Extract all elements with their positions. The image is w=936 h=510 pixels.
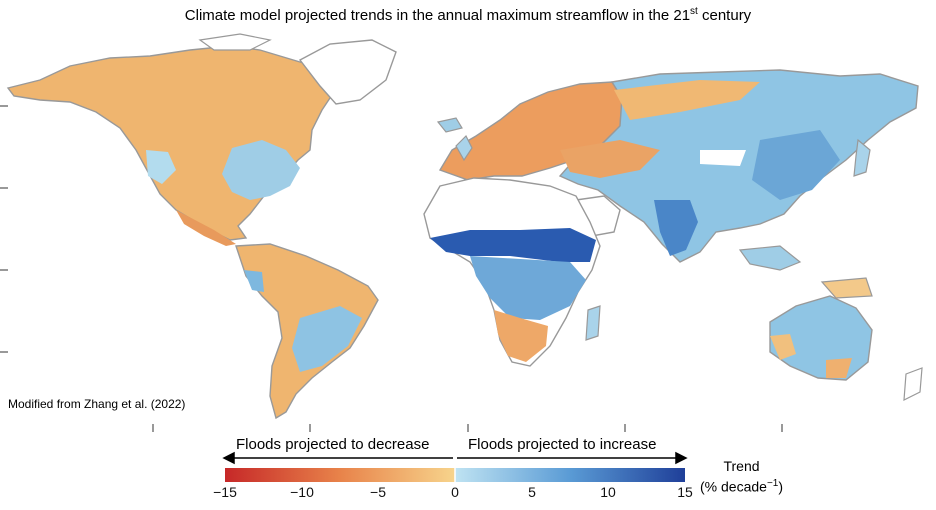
andes-increase bbox=[244, 270, 264, 292]
north-america-east-increase bbox=[222, 140, 300, 200]
colorbar-tick-label: 15 bbox=[677, 484, 693, 500]
tibet-gap bbox=[700, 150, 746, 166]
colorbar-tick-label: −5 bbox=[370, 484, 386, 500]
new-guinea bbox=[820, 277, 873, 299]
direction-arrows bbox=[222, 451, 688, 465]
asia-landmass bbox=[558, 69, 919, 263]
japan bbox=[853, 138, 871, 177]
mexico-decrease bbox=[176, 210, 236, 246]
east-asia-increase bbox=[752, 130, 840, 200]
sahel-strong-increase bbox=[430, 228, 596, 262]
trend-label-line1: Trend bbox=[723, 458, 760, 474]
arctic-islands bbox=[198, 33, 272, 51]
colorbar-tick-label: 0 bbox=[451, 484, 459, 500]
australia-west-decrease bbox=[770, 334, 796, 360]
decrease-label: Floods projected to decrease bbox=[236, 436, 430, 453]
colorbar-tick-label: −10 bbox=[290, 484, 314, 500]
asia bbox=[558, 69, 919, 299]
title-main: Climate model projected trends in the an… bbox=[184, 7, 691, 24]
southern-africa-decrease bbox=[494, 310, 548, 362]
iceland bbox=[436, 117, 463, 133]
madagascar bbox=[585, 305, 601, 341]
north-america-landmass bbox=[6, 45, 335, 241]
uk bbox=[455, 134, 473, 162]
colorbar bbox=[225, 464, 685, 484]
title-superscript: st bbox=[690, 6, 698, 17]
southeast-asia-islands bbox=[738, 245, 802, 271]
trend-label-line2: (% decade−1) bbox=[700, 478, 784, 495]
title-suffix: century bbox=[697, 7, 752, 24]
source-credit: Modified from Zhang et al. (2022) bbox=[8, 397, 186, 411]
colorbar-tick-label: −15 bbox=[213, 484, 237, 500]
trend-unit-label: Trend (% decade−1) bbox=[700, 458, 783, 496]
australia bbox=[769, 295, 923, 402]
bottom-axis-ticks bbox=[152, 424, 783, 432]
north-america-west-increase bbox=[146, 150, 176, 184]
increase-label: Floods projected to increase bbox=[468, 436, 657, 453]
decrease-arrowhead bbox=[222, 451, 235, 465]
greenland bbox=[298, 39, 397, 105]
increase-arrowhead bbox=[675, 451, 688, 465]
central-africa-increase bbox=[470, 256, 586, 320]
australia-southeast-decrease bbox=[826, 358, 852, 378]
colorbar-tick-label: 5 bbox=[528, 484, 536, 500]
south-america-south-increase bbox=[292, 306, 362, 372]
india-increase bbox=[654, 200, 698, 256]
north-america bbox=[6, 33, 397, 246]
new-zealand bbox=[903, 367, 923, 402]
map-title: Climate model projected trends in the an… bbox=[0, 6, 936, 24]
central-asia-decrease bbox=[560, 140, 660, 178]
africa bbox=[423, 177, 601, 367]
south-america bbox=[235, 243, 379, 420]
left-axis-ticks bbox=[0, 105, 8, 353]
colorbar-tick-label: 10 bbox=[600, 484, 616, 500]
siberia-decrease-band bbox=[614, 80, 760, 120]
